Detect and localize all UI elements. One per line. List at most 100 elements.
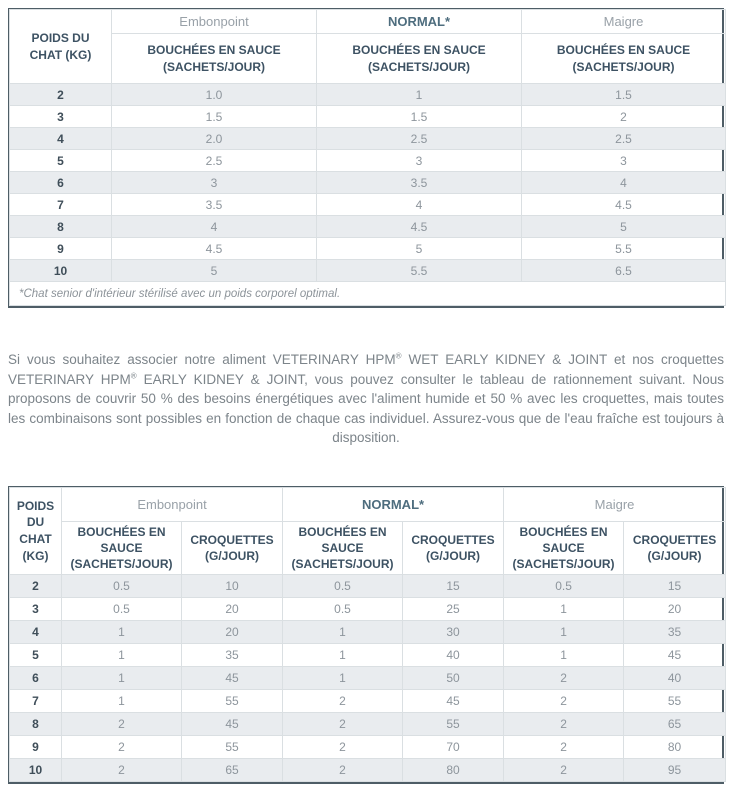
- table-footnote: *Chat senior d'intérieur stérilisé avec …: [9, 281, 726, 306]
- table-row: 5 2.5 3 3: [9, 149, 726, 172]
- ration-value-cell: 20: [180, 597, 284, 622]
- subheader-croquettes-maigre: CROQUETTES (G/JOUR): [623, 520, 727, 576]
- ration-value-cell: 3.5: [316, 171, 522, 194]
- table-row: 8 4 4.5 5: [9, 215, 726, 238]
- ration-value-cell: 2: [61, 712, 182, 737]
- table-row: 4 1 20 1 30 1 35: [9, 620, 727, 645]
- table-row: 8 2 45 2 55 2 65: [9, 712, 727, 737]
- ration-value-cell: 15: [402, 574, 505, 599]
- table-row: 7 3.5 4 4.5: [9, 193, 726, 216]
- combination-paragraph: Si vous souhaitez associer notre aliment…: [8, 351, 725, 446]
- ration-value-cell: 30: [402, 620, 505, 645]
- ration-value-cell: 5.5: [521, 237, 726, 260]
- ration-value-cell: 4: [316, 193, 522, 216]
- ration-value-cell: 65: [623, 712, 727, 737]
- ration-value-cell: 5: [316, 237, 522, 260]
- ration-value-cell: 1: [61, 620, 182, 645]
- ration-value-cell: 2: [503, 689, 625, 714]
- ration-value-cell: 20: [623, 597, 727, 622]
- ration-value-cell: 6.5: [521, 259, 726, 282]
- ration-value-cell: 1: [61, 666, 182, 691]
- wet-ration-table-container: POIDS DU CHAT (KG) Embonpoint NORMAL* Ma…: [8, 8, 726, 308]
- ration-value-cell: 2.5: [111, 149, 317, 172]
- ration-value-cell: 55: [180, 689, 284, 714]
- table-row: 6 1 45 1 50 2 40: [9, 666, 727, 691]
- ration-value-cell: 25: [402, 597, 505, 622]
- weight-cell: 5: [9, 149, 112, 172]
- ration-value-cell: 1.5: [111, 105, 317, 128]
- weight-cell: 4: [9, 127, 112, 150]
- weight-cell: 9: [9, 735, 62, 760]
- ration-value-cell: 0.5: [282, 574, 404, 599]
- ration-value-cell: 20: [180, 620, 284, 645]
- combo-table-body: 2 0.5 10 0.5 15 0.5 15 3 0.5 20 0.5 25 1 20 4 1 20 1 30 1 35…: [9, 574, 727, 783]
- group-header-maigre: Maigre: [521, 9, 726, 34]
- ration-value-cell: 2: [61, 735, 182, 760]
- ration-value-cell: 45: [402, 689, 505, 714]
- group-header-normal: NORMAL*: [316, 9, 522, 34]
- weight-column-header: POIDS DU CHAT (KG): [9, 486, 62, 576]
- table-row: 6 3 3.5 4: [9, 171, 726, 194]
- ration-value-cell: 2: [521, 105, 726, 128]
- weight-cell: 10: [9, 758, 62, 783]
- wet-table-body: 2 1.0 1 1.5 3 1.5 1.5 2 4 2.0 2.5 2.5 5 2.5 3 3 6 3 3.5 4 7 3…: [9, 83, 726, 282]
- weight-cell: 3: [9, 105, 112, 128]
- table-row: 4 2.0 2.5 2.5: [9, 127, 726, 150]
- ration-value-cell: 1: [61, 689, 182, 714]
- registered-trademark-symbol: ®: [395, 351, 402, 361]
- ration-value-cell: 3: [111, 171, 317, 194]
- ration-value-cell: 1: [61, 643, 182, 668]
- ration-value-cell: 1: [503, 620, 625, 645]
- ration-value-cell: 45: [180, 712, 284, 737]
- weight-cell: 3: [9, 597, 62, 622]
- weight-cell: 8: [9, 215, 112, 238]
- ration-value-cell: 4.5: [521, 193, 726, 216]
- ration-value-cell: 2: [282, 758, 404, 783]
- table-row: 7 1 55 2 45 2 55: [9, 689, 727, 714]
- group-header-embonpoint: Embonpoint: [60, 486, 284, 522]
- footnote-row: *Chat senior d'intérieur stérilisé avec …: [9, 281, 726, 306]
- weight-cell: 5: [9, 643, 62, 668]
- combo-table-header: POIDS DU CHAT (KG) Embonpoint NORMAL* Ma…: [9, 486, 727, 576]
- ration-value-cell: 4: [111, 215, 317, 238]
- ration-value-cell: 65: [180, 758, 284, 783]
- table-row: 10 5 5.5 6.5: [9, 259, 726, 282]
- table-row: 9 4.5 5 5.5: [9, 237, 726, 260]
- weight-cell: 4: [9, 620, 62, 645]
- ration-value-cell: 0.5: [503, 574, 625, 599]
- ration-value-cell: 1.5: [521, 83, 726, 106]
- combo-ration-table-container: POIDS DU CHAT (KG) Embonpoint NORMAL* Ma…: [8, 485, 727, 785]
- ration-value-cell: 55: [402, 712, 505, 737]
- registered-trademark-symbol: ®: [130, 371, 137, 381]
- weight-cell: 9: [9, 237, 112, 260]
- ration-value-cell: 1: [316, 83, 522, 106]
- subheader-sachets-embonpoint: BOUCHÉES EN SAUCE (SACHETS/JOUR): [111, 33, 317, 84]
- ration-value-cell: 35: [180, 643, 284, 668]
- ration-value-cell: 40: [623, 666, 727, 691]
- ration-value-cell: 2.5: [316, 127, 522, 150]
- weight-cell: 10: [9, 259, 112, 282]
- ration-value-cell: 35: [623, 620, 727, 645]
- ration-value-cell: 1: [503, 643, 625, 668]
- table-row: 2 0.5 10 0.5 15 0.5 15: [9, 574, 727, 599]
- ration-value-cell: 1: [282, 643, 404, 668]
- ration-value-cell: 0.5: [282, 597, 404, 622]
- ration-value-cell: 2: [282, 735, 404, 760]
- ration-value-cell: 5: [521, 215, 726, 238]
- subheader-sachets-normal: BOUCHÉES EN SAUCE (SACHETS/JOUR): [282, 520, 404, 576]
- ration-value-cell: 5.5: [316, 259, 522, 282]
- group-header-embonpoint: Embonpoint: [111, 9, 317, 34]
- ration-value-cell: 1: [503, 597, 625, 622]
- subheader-croquettes-embonpoint: CROQUETTES (G/JOUR): [180, 520, 284, 576]
- ration-value-cell: 0.5: [61, 597, 182, 622]
- subheader-sachets-normal: BOUCHÉES EN SAUCE (SACHETS/JOUR): [316, 33, 522, 84]
- subheader-sachets-maigre: BOUCHÉES EN SAUCE (SACHETS/JOUR): [521, 33, 726, 84]
- ration-value-cell: 2.5: [521, 127, 726, 150]
- weight-cell: 8: [9, 712, 62, 737]
- ration-value-cell: 80: [402, 758, 505, 783]
- ration-value-cell: 15: [623, 574, 727, 599]
- ration-value-cell: 1: [282, 666, 404, 691]
- ration-value-cell: 2: [61, 758, 182, 783]
- ration-value-cell: 3.5: [111, 193, 317, 216]
- subheader-row: BOUCHÉES EN SAUCE (SACHETS/JOUR) BOUCHÉE…: [10, 33, 726, 84]
